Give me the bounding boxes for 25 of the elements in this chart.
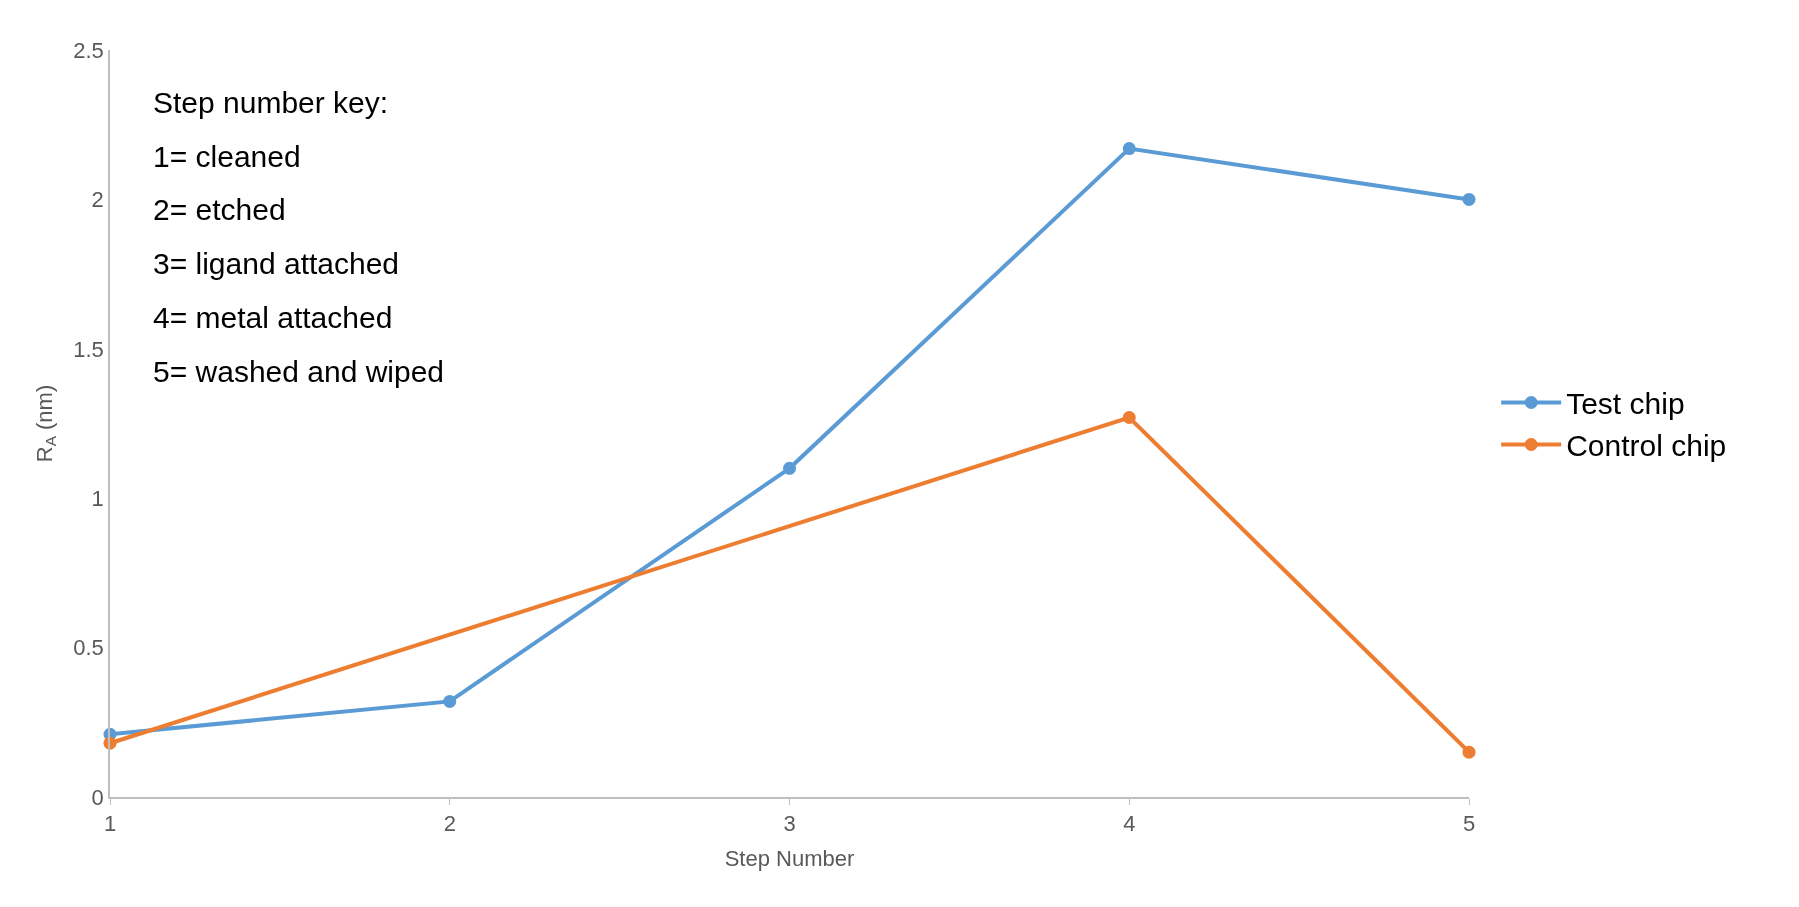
x-tick-label: 3 — [783, 811, 796, 837]
x-tick-label: 5 — [1462, 811, 1476, 837]
point — [1122, 142, 1136, 156]
y-tick-label: 1.5 — [73, 336, 104, 362]
annotation: 4= metal attached — [153, 301, 393, 334]
x-axis-title: Step Number — [724, 845, 855, 871]
annotation: 5= washed and wiped — [153, 355, 445, 388]
legend-label: Test chip — [1566, 387, 1685, 421]
y-tick-label: 0 — [91, 784, 104, 810]
y-tick-label: 2 — [91, 187, 104, 213]
point — [1462, 192, 1476, 206]
legend-label: Control chip — [1566, 429, 1727, 463]
point — [783, 461, 796, 475]
x-tick-label: 4 — [1123, 811, 1136, 837]
point — [1462, 745, 1476, 759]
annotation: Step number key: — [153, 86, 389, 119]
y-tick-label: 1 — [91, 485, 104, 511]
y-tick-label: 0.5 — [73, 635, 104, 661]
point — [443, 694, 457, 708]
annotation: 1= cleaned — [153, 140, 301, 173]
y-tick-label: 2.5 — [73, 37, 104, 63]
annotation: 2= etched — [153, 193, 286, 226]
x-tick-label: 2 — [443, 811, 456, 837]
annotation: 3= ligand attached — [153, 247, 400, 280]
point — [1122, 411, 1136, 425]
